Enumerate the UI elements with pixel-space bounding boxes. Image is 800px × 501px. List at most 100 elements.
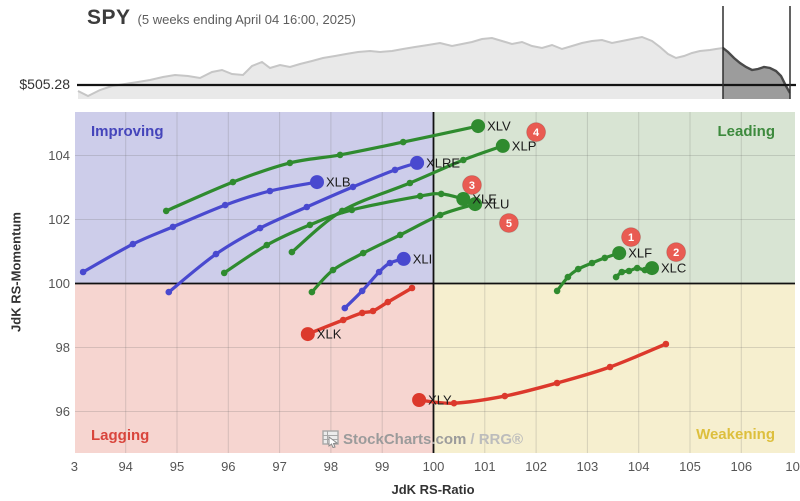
y-tick-label: 98: [55, 339, 70, 355]
tail-dot-XLY: [553, 379, 561, 387]
price-label: $505.28: [19, 76, 70, 92]
tail-dot-XLE: [437, 190, 445, 198]
y-tick-label: 102: [48, 211, 70, 227]
watermark: StockCharts.com / RRG®: [322, 430, 523, 448]
tail-dot-XLU: [329, 266, 337, 274]
series-XLE[interactable]: [220, 190, 471, 277]
label-XLRE: XLRE: [426, 155, 460, 170]
head-dot-XLK[interactable]: [300, 327, 315, 342]
svg-text:5: 5: [506, 218, 512, 230]
watermark-text: StockCharts.com: [343, 430, 467, 448]
series-XLP[interactable]: [288, 138, 510, 256]
price-area: [78, 37, 790, 99]
tail-dot-XLU: [396, 231, 404, 239]
y-tick-label: 104: [48, 147, 70, 163]
badge-3[interactable]: 3: [461, 174, 482, 195]
x-tick-label: 96: [221, 459, 236, 474]
head-dot-XLY[interactable]: [412, 393, 427, 407]
badge-2[interactable]: 2: [666, 242, 687, 263]
tail-dot-XLV: [229, 178, 237, 186]
tail-dot-XLP: [406, 179, 414, 187]
sparkline-window-highlight[interactable]: [78, 37, 790, 99]
tail-dot-XLU: [359, 249, 367, 257]
tail-dot-XLV: [399, 138, 407, 146]
badge-1[interactable]: 1: [621, 227, 642, 248]
x-tick-label: 3: [70, 459, 78, 474]
x-tick-label: 101: [473, 459, 496, 474]
quadrant-weakening: [433, 283, 795, 453]
x-tick-label: 10: [785, 459, 800, 474]
quadrant-label-leading: Leading: [717, 123, 775, 140]
series-XLV[interactable]: [162, 119, 486, 215]
y-tick-label: 100: [48, 275, 70, 291]
x-tick-label: 94: [118, 459, 133, 474]
label-XLY: XLY: [428, 393, 452, 408]
tail-dot-XLF: [574, 265, 582, 273]
chart-header: SPY (5 weeks ending April 04 16:00, 2025): [87, 6, 356, 30]
tail-dot-XLY: [606, 363, 614, 371]
head-dot-XLC[interactable]: [645, 261, 659, 276]
series-XLY[interactable]: [412, 340, 670, 407]
tail-dot-XLE: [306, 221, 314, 229]
head-dot-XLU[interactable]: [468, 197, 483, 212]
tail-dot-XLP: [288, 248, 296, 256]
tail-dot-XLV: [336, 151, 344, 159]
tail-dot-XLP: [460, 156, 467, 164]
x-tick-label: 99: [374, 459, 390, 474]
head-dot-XLI[interactable]: [396, 251, 411, 266]
tail-dot-XLI: [386, 259, 394, 267]
label-XLU: XLU: [484, 197, 509, 212]
tail-dot-XLK: [408, 284, 416, 292]
series-XLRE[interactable]: [165, 155, 425, 296]
tail-dot-XLI: [341, 304, 349, 312]
svg-text:3: 3: [469, 180, 475, 192]
series-XLC[interactable]: [612, 261, 659, 281]
tail-dot-XLY: [662, 340, 670, 348]
series-XLF[interactable]: [553, 246, 627, 295]
y-tick-label: 96: [55, 403, 70, 419]
watermark-suffix: / RRG®: [470, 430, 524, 448]
x-tick-label: 100: [422, 459, 445, 474]
tail-dot-XLC: [625, 267, 633, 275]
tail-dot-XLY: [501, 392, 509, 400]
tail-dot-XLRE: [256, 224, 264, 232]
tail-dot-XLK: [358, 309, 366, 317]
label-XLC: XLC: [661, 261, 686, 276]
tail-dot-XLF: [564, 273, 572, 281]
tail-dot-XLE: [220, 269, 228, 277]
head-dot-XLP[interactable]: [495, 138, 510, 153]
svg-text:4: 4: [533, 127, 540, 139]
quadrant-label-lagging: Lagging: [91, 427, 150, 444]
stockcharts-icon: [322, 430, 340, 448]
series-XLB[interactable]: [79, 175, 324, 276]
tail-dot-XLY: [450, 399, 458, 407]
price-line: [77, 35, 791, 98]
tail-dot-XLB: [169, 223, 177, 231]
head-dot-XLRE[interactable]: [410, 155, 425, 170]
x-tick-label: 105: [679, 459, 701, 474]
tail-dot-XLRE: [391, 166, 399, 174]
series-XLU[interactable]: [308, 197, 483, 296]
x-tick-label: 104: [627, 459, 650, 474]
label-XLI: XLI: [413, 251, 433, 266]
head-dot-XLV[interactable]: [471, 119, 486, 134]
tail-dot-XLV: [162, 207, 170, 215]
tail-dot-XLI: [358, 287, 366, 295]
tail-dot-XLB: [221, 201, 229, 209]
tail-dot-XLK: [339, 316, 347, 324]
head-dot-XLE[interactable]: [456, 192, 471, 206]
x-tick-label: 103: [576, 459, 599, 474]
head-dot-XLB[interactable]: [310, 175, 324, 190]
series-XLI[interactable]: [341, 251, 411, 312]
head-dot-XLF[interactable]: [612, 246, 627, 261]
series-XLK[interactable]: [300, 284, 416, 342]
label-XLV: XLV: [487, 119, 511, 134]
price-sparkline[interactable]: [0, 0, 800, 100]
tail-dot-XLV: [286, 159, 294, 167]
badge-5[interactable]: 5: [498, 213, 519, 234]
tail-dot-XLRE: [212, 250, 220, 258]
badge-4[interactable]: 4: [526, 122, 547, 143]
tail-dot-XLF: [601, 254, 609, 262]
